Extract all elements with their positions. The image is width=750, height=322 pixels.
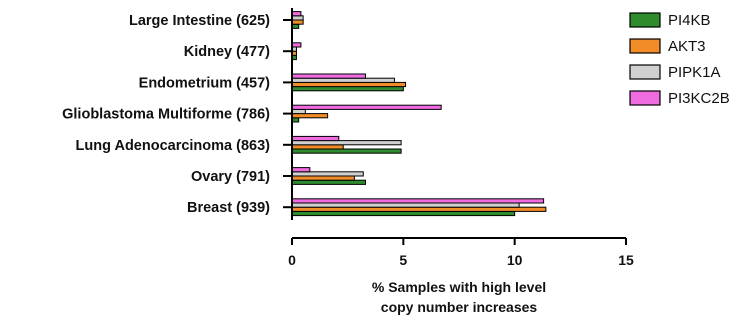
bar-pi4kb <box>291 179 366 185</box>
category-label: Lung Adenocarcinoma (863) <box>76 138 271 154</box>
bar-akt3 <box>291 19 304 25</box>
legend-label-pipk1a: PIPK1A <box>668 64 721 81</box>
bar-pi3kc2b <box>291 198 545 204</box>
bar-pi4kb <box>291 86 404 92</box>
legend-label-pi4kb: PI4KB <box>668 12 711 29</box>
x-axis-title-line-1: % Samples with high level <box>372 279 546 295</box>
bar-akt3 <box>291 113 329 119</box>
legend-swatch-akt3 <box>629 38 661 54</box>
category-labels: Large Intestine (625) Kidney (477) Endomet… <box>62 13 270 216</box>
bar-akt3 <box>291 144 344 150</box>
bar-pi4kb <box>291 210 516 217</box>
x-tick-label: 15 <box>618 252 634 268</box>
bar-pi3kc2b <box>291 73 366 79</box>
bar-pipk1a <box>291 171 364 177</box>
legend: PI4KB AKT3 PIPK1A PI3KC2B <box>629 12 730 107</box>
category-label: Breast (939) <box>187 200 270 216</box>
bar-pi3kc2b <box>291 167 311 173</box>
bar-pipk1a <box>291 108 306 115</box>
category-label: Glioblastoma Multiforme (786) <box>62 107 270 123</box>
bar-pi3kc2b <box>291 135 340 142</box>
x-tick-label: 10 <box>507 252 523 268</box>
x-axis-title-line-2: copy number increases <box>381 299 538 315</box>
bar-pi3kc2b <box>291 42 302 48</box>
bar-pipk1a <box>291 77 395 83</box>
x-tick-label: 5 <box>399 252 407 268</box>
bar-pipk1a <box>291 15 304 21</box>
bar-pi4kb <box>291 117 300 123</box>
legend-label-akt3: AKT3 <box>668 38 706 55</box>
bar-pipk1a <box>291 140 402 146</box>
x-tick-label: 0 <box>288 252 296 268</box>
category-label: Ovary (791) <box>191 169 270 185</box>
bar-akt3 <box>291 175 355 181</box>
legend-swatch-pi4kb <box>629 12 661 28</box>
bar-akt3 <box>291 206 547 212</box>
bar-pi3kc2b <box>291 11 302 17</box>
bar-pi4kb <box>291 23 300 29</box>
category-label: Large Intestine (625) <box>129 13 270 29</box>
y-ticks <box>283 19 292 209</box>
bar-pipk1a <box>291 202 520 208</box>
bar-pi4kb <box>291 148 402 154</box>
category-label: Kidney (477) <box>184 44 270 60</box>
bar-pi3kc2b <box>291 104 442 110</box>
bars <box>291 11 547 217</box>
bar-akt3 <box>291 81 407 88</box>
legend-swatch-pipk1a <box>629 64 661 80</box>
legend-label-pi3kc2b: PI3KC2B <box>668 90 730 107</box>
legend-swatch-pi3kc2b <box>629 90 661 106</box>
x-ticks: 0 5 10 15 <box>288 238 634 268</box>
category-label: Endometrium (457) <box>139 75 270 91</box>
